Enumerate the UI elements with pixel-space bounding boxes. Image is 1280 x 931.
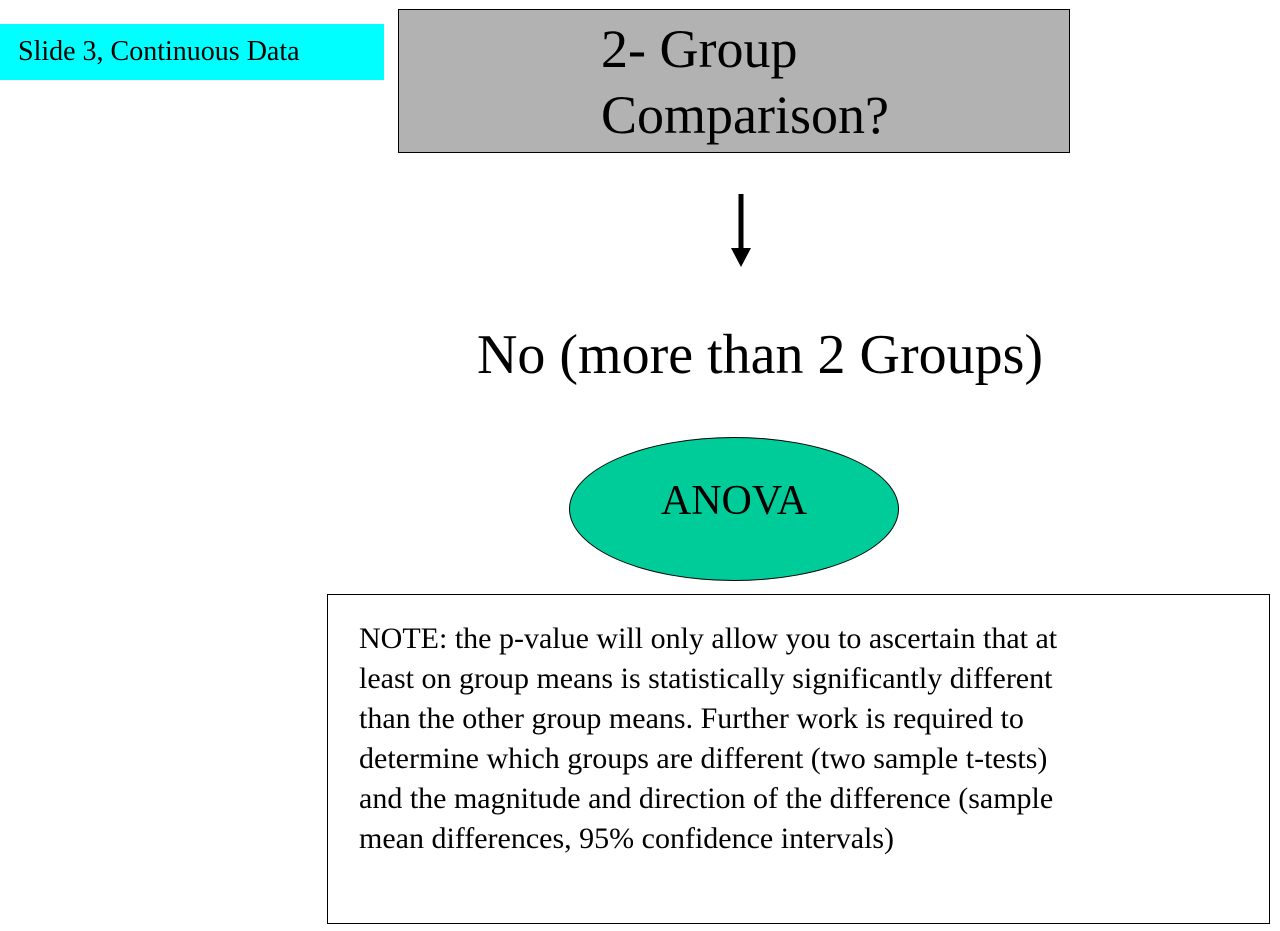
note-box: NOTE: the p-value will only allow you to… [327, 594, 1270, 924]
answer-text: No (more than 2 Groups) [476, 324, 1044, 386]
down-arrow-icon [731, 194, 751, 267]
question-line-1: 2- Group [601, 19, 798, 79]
note-line-5: and the magnitude and direction of the d… [359, 782, 1054, 815]
question-line-2: Comparison? [601, 85, 889, 145]
note-line-6: mean differences, 95% confidence interva… [359, 822, 895, 855]
note-line-2: least on group means is statistically si… [359, 662, 1053, 695]
note-line-3: than the other group means. Further work… [359, 702, 1024, 735]
note-line-1: NOTE: the p-value will only allow you to… [359, 622, 1058, 655]
anova-label: ANOVA [660, 478, 808, 524]
question-box: 2- Group Comparison? [398, 9, 1070, 153]
slide-label: Slide 3, Continuous Data [0, 24, 384, 80]
note-line-4: determine which groups are different (tw… [359, 742, 1048, 775]
anova-oval: ANOVA [569, 437, 899, 581]
